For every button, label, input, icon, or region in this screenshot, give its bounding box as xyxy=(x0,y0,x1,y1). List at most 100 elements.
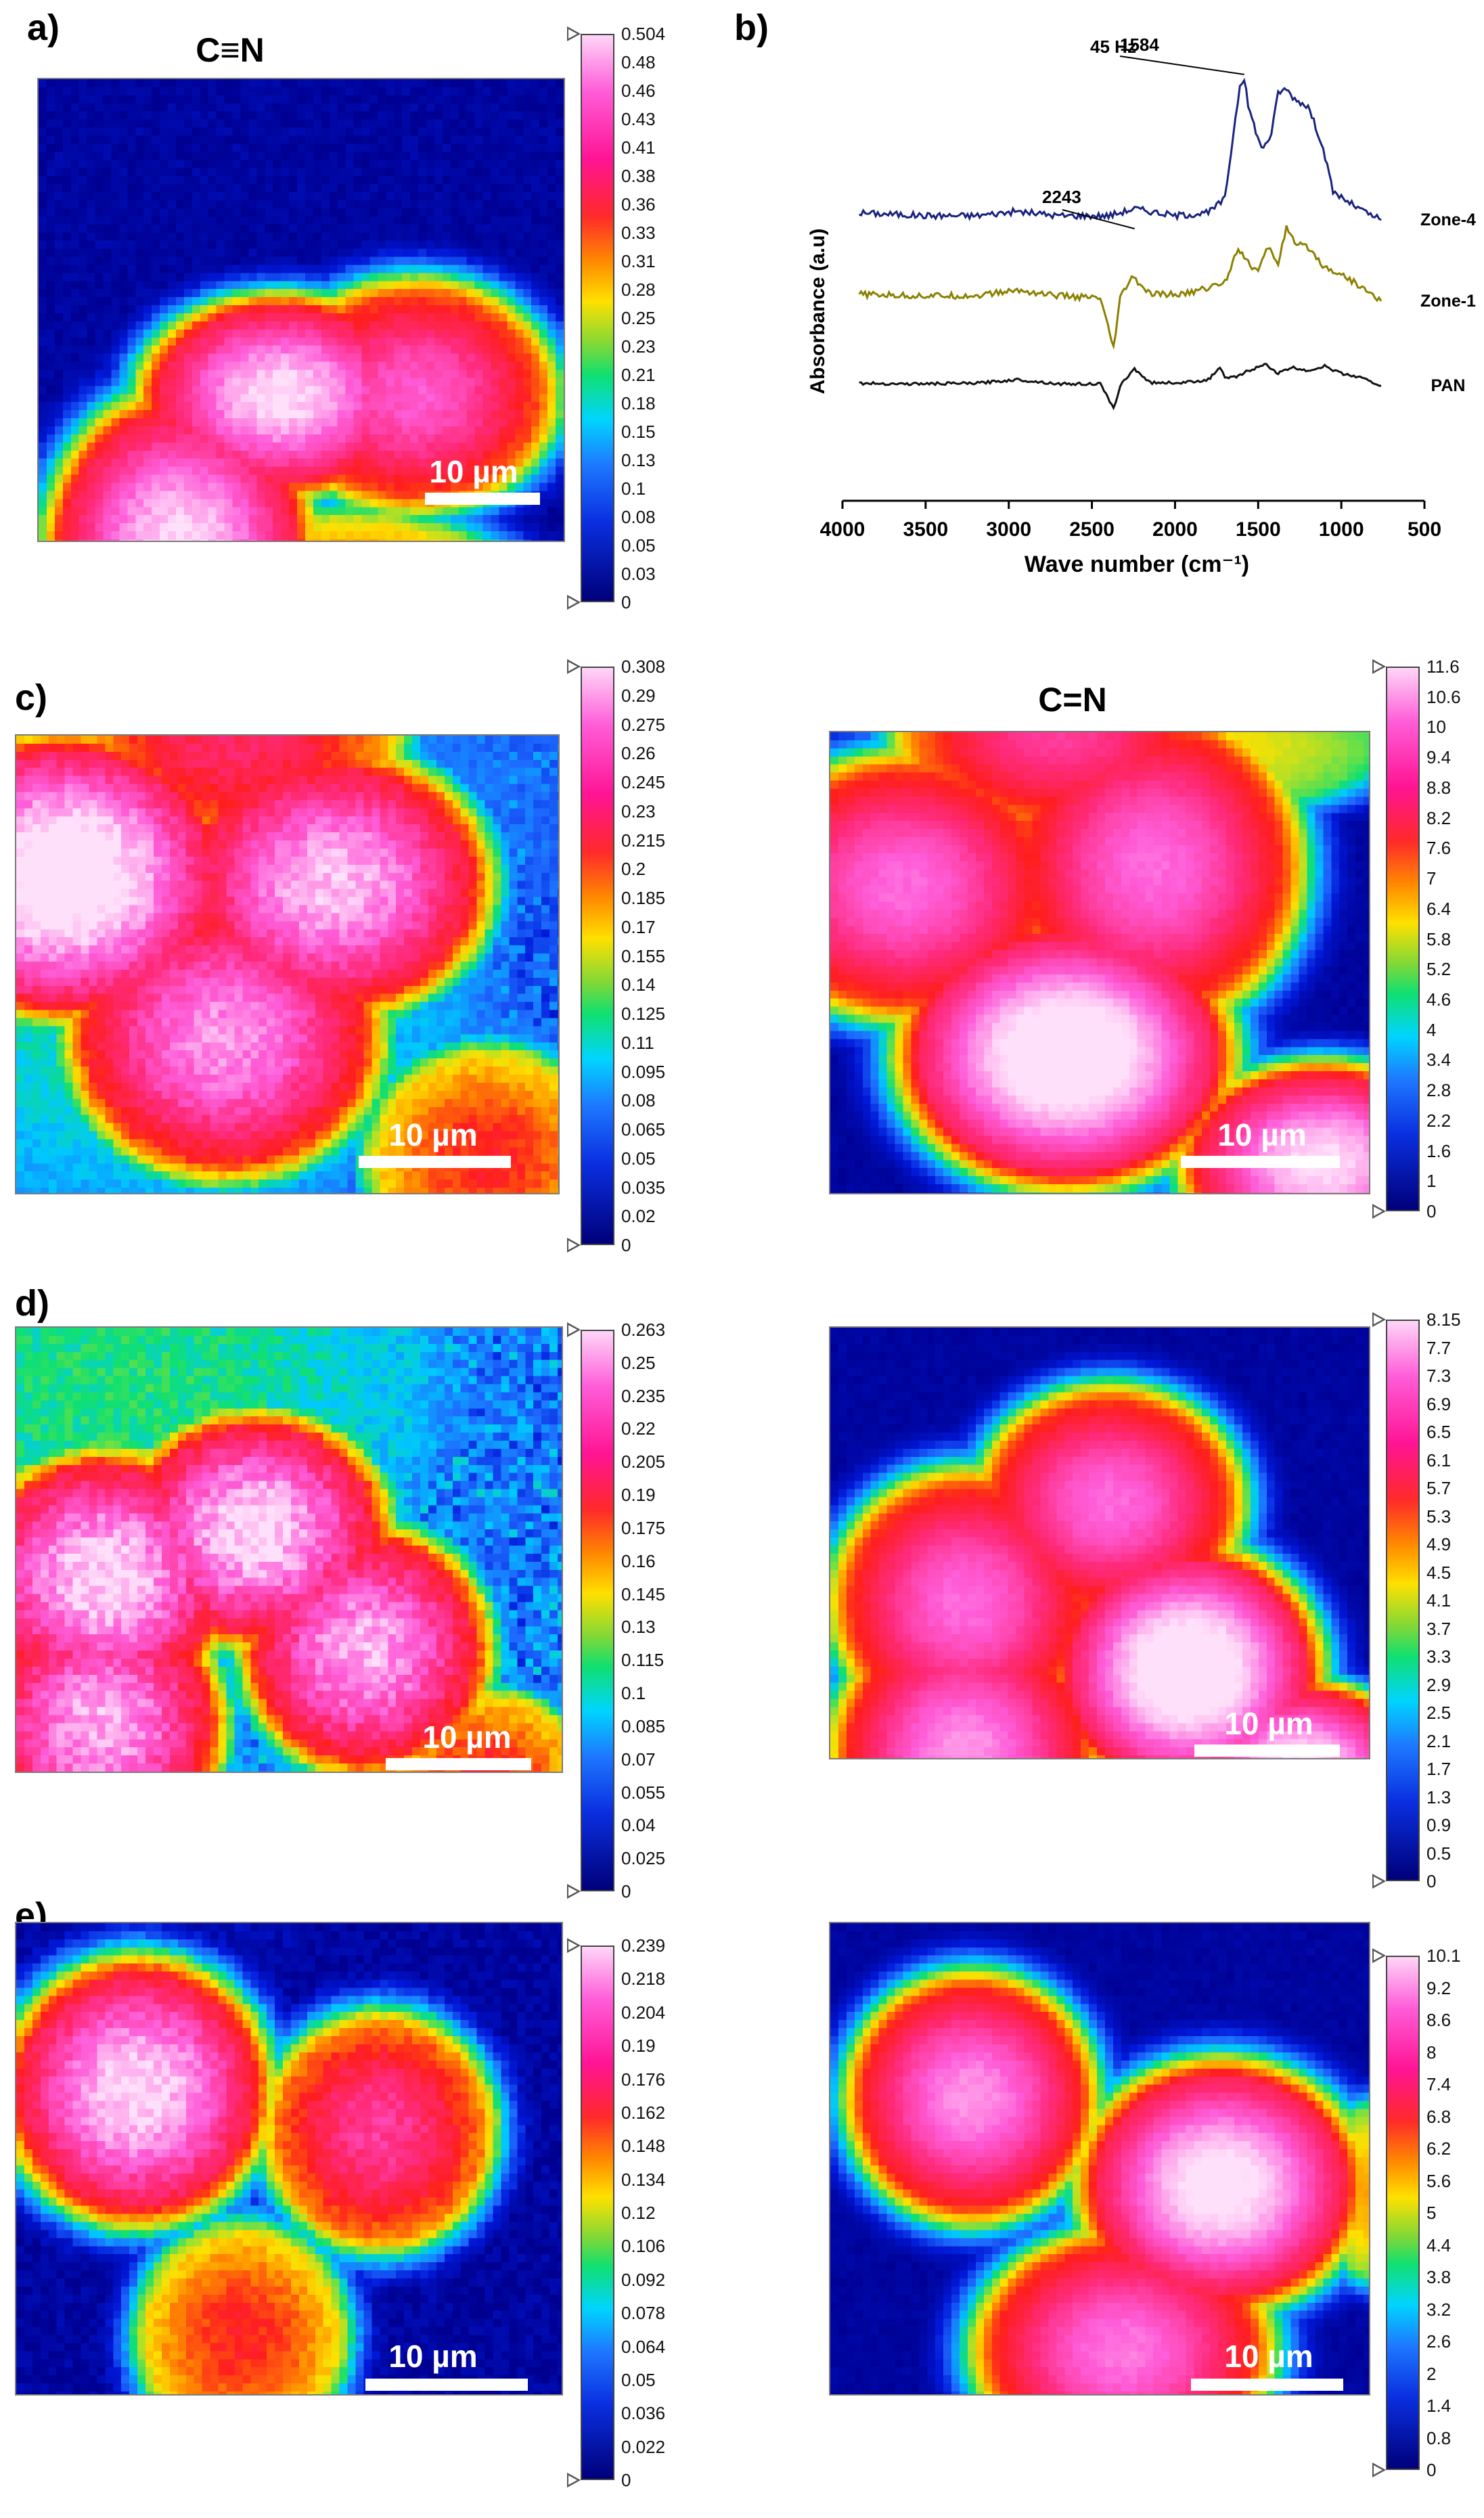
colorbar-tick-label: 0.035 xyxy=(621,1179,665,1196)
colorbar-tick-label: 2.9 xyxy=(1426,1676,1451,1694)
colorbar-tick-label: 0.134 xyxy=(621,2171,665,2188)
heatmap-canvas xyxy=(16,1328,562,1772)
x-tick-label: 500 xyxy=(1408,518,1441,541)
colorbar-tick-label: 0.125 xyxy=(621,1005,665,1022)
colorbar-tick-label: 0.235 xyxy=(621,1387,665,1405)
colorbar-limit-handle[interactable] xyxy=(1372,1948,1386,1963)
colorbar-tick-label: 0.28 xyxy=(621,281,656,298)
colorbar-tick-label: 0.1 xyxy=(621,1684,646,1702)
map-title-c-right: C=N xyxy=(971,680,1174,719)
colorbar-tick-label: 0.14 xyxy=(621,976,656,993)
colorbar-gradient xyxy=(581,34,614,602)
colorbar-tick-label: 0.115 xyxy=(621,1651,664,1669)
colorbar-tick-label: 0.41 xyxy=(621,139,656,156)
colorbar-tick-label: 8.6 xyxy=(1426,2011,1451,2029)
colorbar-tick-label: 6.8 xyxy=(1426,2108,1451,2126)
colorbar-tick-label: 8.15 xyxy=(1426,1311,1461,1328)
series-line-pan xyxy=(859,363,1382,411)
colorbar-tick-label: 0.07 xyxy=(621,1751,656,1768)
scale-bar-label-c-right: 10 µm xyxy=(1181,1117,1343,1153)
colorbar-tick-label: 0.036 xyxy=(621,2404,665,2422)
colorbar-limit-handle[interactable] xyxy=(1372,1204,1386,1219)
annotation-arrow xyxy=(1062,209,1135,229)
colorbar-tick-label: 0 xyxy=(621,593,631,611)
series-label-zone-4: Zone-4 xyxy=(1420,210,1476,229)
colorbar-tick-label: 0 xyxy=(621,2471,631,2489)
colorbar-tick-label: 0.12 xyxy=(621,2204,656,2222)
colorbar-tick-label: 0.11 xyxy=(621,1034,654,1052)
chart-title: 45 Hz xyxy=(1090,37,1136,57)
colorbar-tick-label: 0.15 xyxy=(621,423,656,441)
colorbar-tick-label: 2.5 xyxy=(1426,1704,1451,1722)
colorbar-tick-label: 0.155 xyxy=(621,947,665,965)
colorbar-limit-handle[interactable] xyxy=(567,1884,581,1899)
colorbar-tick-label: 0.05 xyxy=(621,1150,656,1167)
colorbar-tick-label: 0.245 xyxy=(621,773,665,791)
colorbar-limit-handle[interactable] xyxy=(567,2473,581,2488)
colorbar-tick-label: 10.6 xyxy=(1426,688,1461,706)
colorbar-tick-label: 5.2 xyxy=(1426,960,1451,978)
colorbar-tick-label: 3.2 xyxy=(1426,2301,1451,2318)
colorbar-gradient xyxy=(1386,1956,1420,2470)
colorbar-limit-handle[interactable] xyxy=(567,595,581,610)
colorbar-tick-label: 0.204 xyxy=(621,2004,665,2021)
x-tick-label: 2000 xyxy=(1152,518,1198,541)
colorbar-tick-label: 5 xyxy=(1426,2204,1436,2222)
colorbar-tick-label: 2 xyxy=(1426,2365,1436,2383)
colorbar-gradient xyxy=(1386,1320,1420,1881)
heatmap-canvas xyxy=(39,79,564,541)
y-axis-label: Absorbance (a.u) xyxy=(807,228,829,394)
colorbar-tick-label: 7 xyxy=(1426,870,1436,887)
colorbar-limit-handle[interactable] xyxy=(1372,1874,1386,1889)
colorbar-limit-handle[interactable] xyxy=(1372,2463,1386,2477)
x-tick-label: 4000 xyxy=(820,518,865,541)
colorbar-tick-label: 0.504 xyxy=(621,25,665,43)
colorbar-tick-label: 0.17 xyxy=(621,918,656,936)
colorbar-limit-handle[interactable] xyxy=(567,26,581,41)
colorbar-gradient xyxy=(1386,667,1420,1211)
colorbar-tick-label: 0.085 xyxy=(621,1717,665,1735)
panel-label-a: a) xyxy=(27,7,60,49)
colorbar-tick-label: 6.2 xyxy=(1426,2140,1451,2157)
colorbar-tick-label: 0.19 xyxy=(621,1486,656,1504)
colorbar-gradient xyxy=(581,667,614,1245)
colorbar-limit-handle[interactable] xyxy=(1372,1312,1386,1327)
annotation-label: 2243 xyxy=(1042,187,1081,207)
colorbar-tick-label: 0.33 xyxy=(621,224,656,242)
colorbar-tick-label: 0.31 xyxy=(621,252,656,270)
colorbar-limit-handle[interactable] xyxy=(567,1238,581,1253)
scale-bar-c-right xyxy=(1181,1156,1340,1168)
colorbar-limit-handle[interactable] xyxy=(567,1938,581,1953)
colorbar-tick-label: 0 xyxy=(621,1883,631,1900)
colorbar-limit-handle[interactable] xyxy=(567,659,581,674)
colorbar-limit-handle[interactable] xyxy=(567,1322,581,1337)
colorbar-tick-label: 10 xyxy=(1426,718,1446,736)
colorbar-tick-label: 4.5 xyxy=(1426,1564,1451,1581)
scale-bar-label-c-left: 10 µm xyxy=(352,1117,514,1153)
colorbar-tick-label: 0.239 xyxy=(621,1937,665,1954)
colorbar-tick-label: 0.145 xyxy=(621,1586,665,1603)
colorbar-tick-label: 3.7 xyxy=(1426,1620,1451,1638)
colorbar-e-right: 10.1 9.2 8.6 8 7.4 6.8 6.2 5.6 5 4.4 3.8 3.2 2.6 2 1.4… xyxy=(1372,1942,1484,2483)
colorbar-tick-label: 0.185 xyxy=(621,889,665,907)
colorbar-tick-label: 6.9 xyxy=(1426,1395,1451,1413)
colorbar-tick-label: 1 xyxy=(1426,1172,1436,1190)
colorbar-tick-label: 0.5 xyxy=(1426,1845,1451,1862)
series-line-zone-4 xyxy=(859,77,1382,222)
colorbar-tick-label: 7.7 xyxy=(1426,1339,1451,1357)
colorbar-tick-label: 0.04 xyxy=(621,1816,656,1834)
colorbar-tick-label: 0.22 xyxy=(621,1420,656,1437)
scale-bar-label-d-right: 10 µm xyxy=(1188,1705,1350,1742)
colorbar-tick-label: 0.05 xyxy=(621,2371,656,2389)
colorbar-tick-label: 4.6 xyxy=(1426,991,1451,1008)
colorbar-tick-label: 0 xyxy=(621,1236,631,1254)
series-label-zone-1: Zone-1 xyxy=(1420,292,1476,311)
colorbar-tick-label: 0.21 xyxy=(621,366,656,384)
colorbar-limit-handle[interactable] xyxy=(1372,659,1386,674)
annotation-label: 1584 xyxy=(1120,35,1159,55)
heatmap-canvas xyxy=(830,732,1369,1193)
colorbar-tick-label: 0.46 xyxy=(621,82,656,99)
colorbar-tick-label: 1.6 xyxy=(1426,1142,1451,1160)
colorbar-a: 0.504 0.48 0.46 0.43 0.41 0.38 0.36 0.33 0.31 0.2… xyxy=(567,20,682,616)
colorbar-tick-label: 8 xyxy=(1426,2044,1436,2061)
